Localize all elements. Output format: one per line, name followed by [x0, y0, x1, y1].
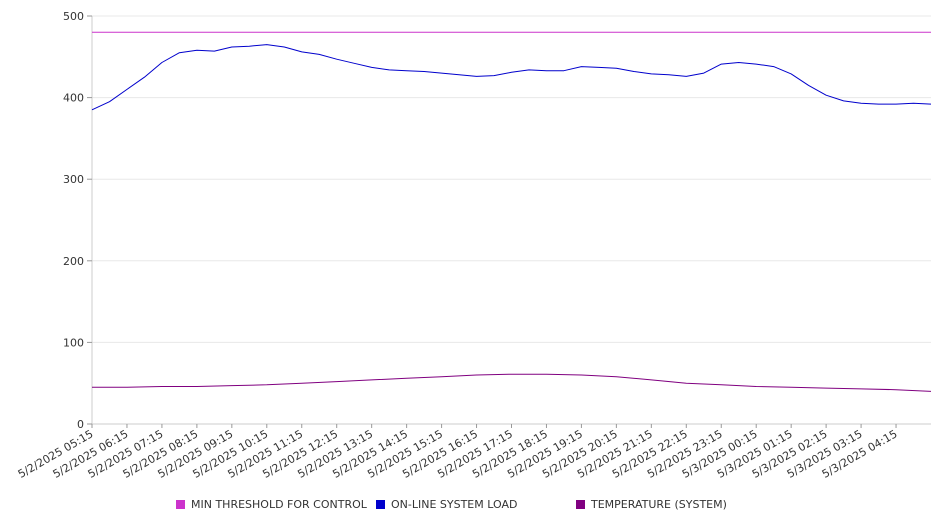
- series-line-temperature-system: [92, 373, 932, 392]
- x-axis-ticks: 5/2/2025 05:155/2/2025 06:155/2/2025 07:…: [16, 424, 900, 481]
- legend-item-min-threshold[interactable]: MIN THRESHOLD FOR CONTROL: [176, 498, 367, 511]
- legend-label-system-load: ON-LINE SYSTEM LOAD: [391, 498, 518, 511]
- legend-swatch-temperature: [576, 500, 585, 509]
- legend-label-temperature: TEMPERATURE (SYSTEM): [591, 498, 727, 511]
- y-axis-ticks: 0 100 200 300 400 500: [63, 10, 92, 431]
- y-tick-label-100: 100: [63, 336, 84, 349]
- y-tick-label-200: 200: [63, 255, 84, 268]
- chart-legend: MIN THRESHOLD FOR CONTROL ON-LINE SYSTEM…: [0, 498, 946, 514]
- legend-label-min-threshold: MIN THRESHOLD FOR CONTROL: [191, 498, 367, 511]
- legend-item-temperature[interactable]: TEMPERATURE (SYSTEM): [576, 498, 727, 511]
- y-tick-label-0: 0: [77, 418, 84, 431]
- grid-lines: [92, 15, 931, 343]
- legend-item-system-load[interactable]: ON-LINE SYSTEM LOAD: [376, 498, 517, 511]
- y-tick-label-500: 500: [63, 10, 84, 23]
- series-line-on-line-system-load: [91, 44, 932, 111]
- series-lines: [91, 31, 932, 392]
- axes: [91, 16, 931, 425]
- y-tick-label-400: 400: [63, 92, 84, 105]
- legend-swatch-min-threshold: [176, 500, 185, 509]
- y-tick-label-300: 300: [63, 173, 84, 186]
- legend-swatch-system-load: [376, 500, 385, 509]
